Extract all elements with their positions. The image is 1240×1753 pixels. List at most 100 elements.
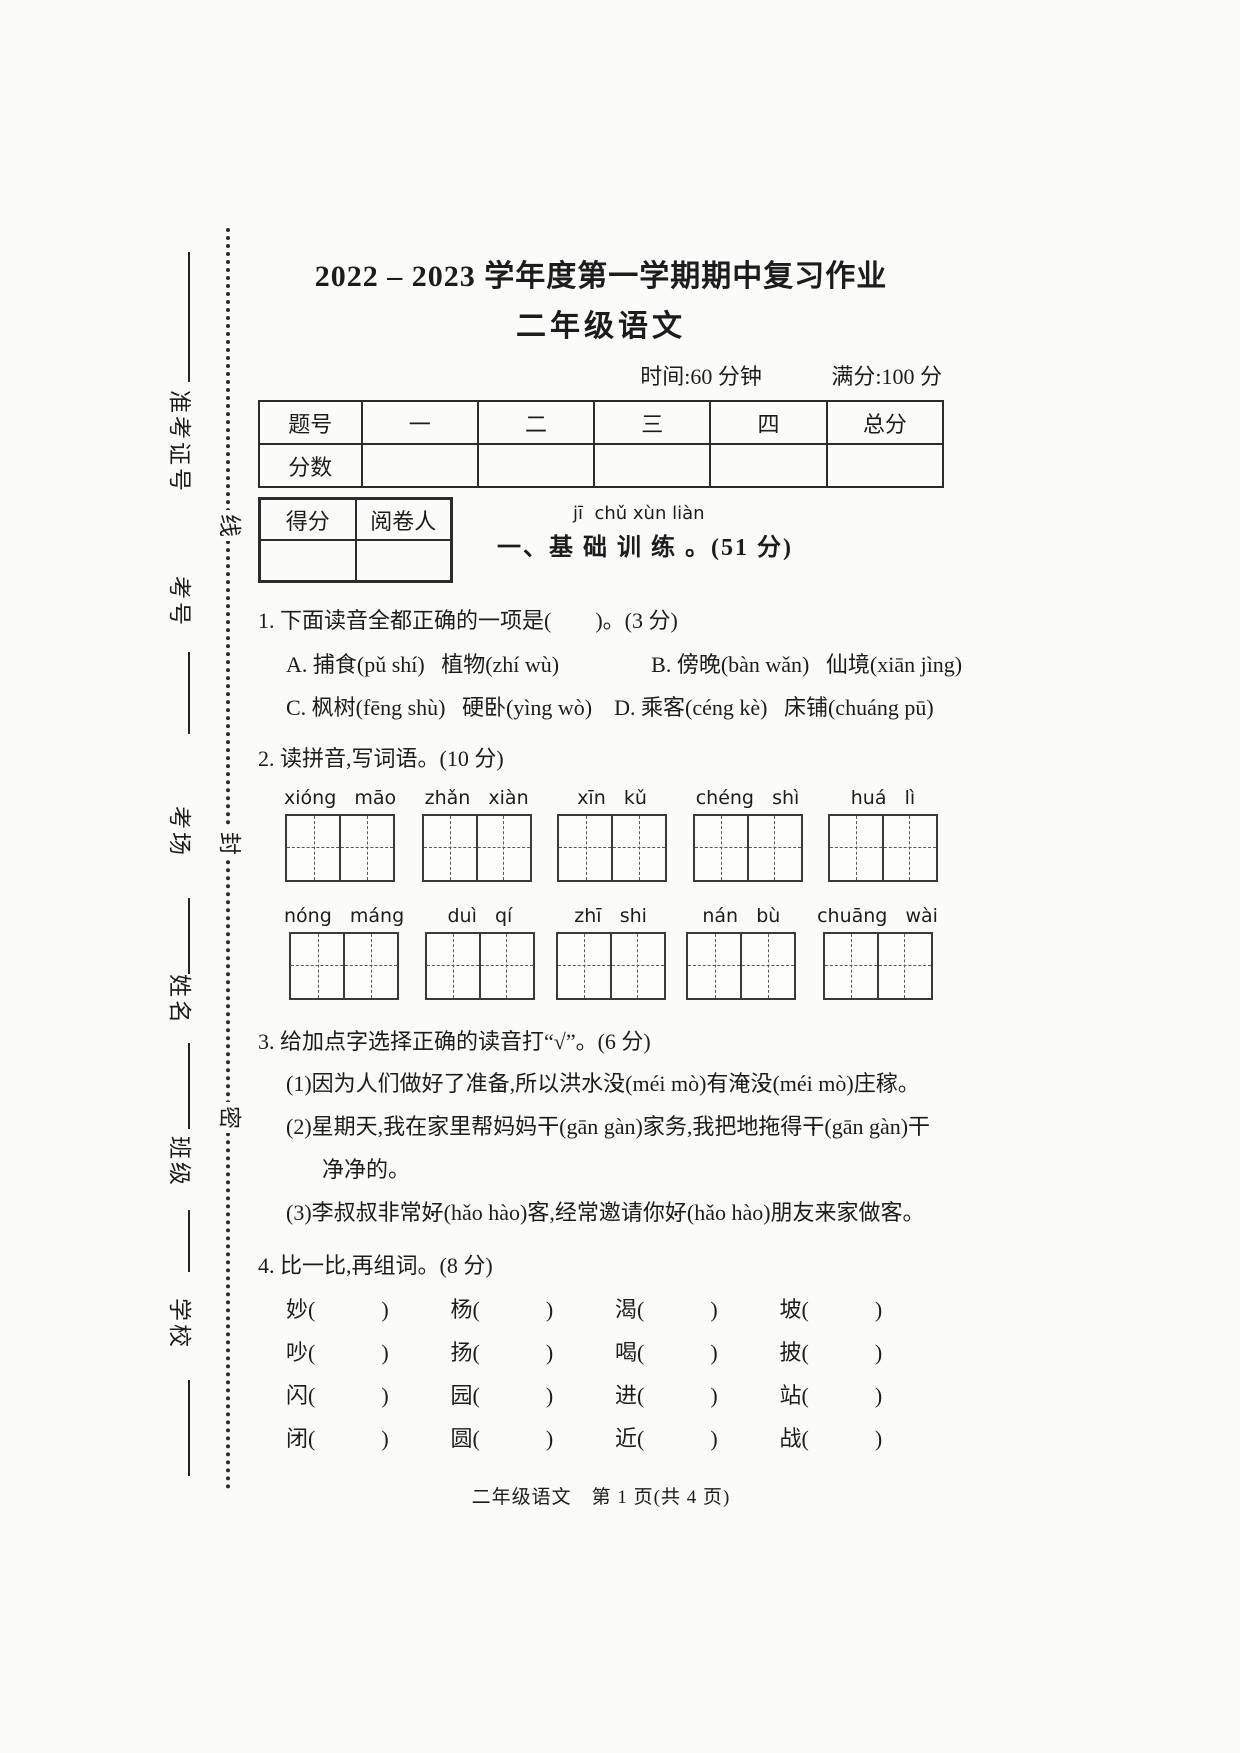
q4-word-blank: 站( ): [779, 1383, 883, 1408]
q4-word-blank: 近( ): [615, 1426, 718, 1451]
emphasized-char: 没: [603, 1071, 625, 1096]
writing-grid: [827, 814, 938, 882]
writing-group: xióng māo: [284, 786, 396, 882]
q4-row: 闭( ) 圆( ) 近( ) 战( ): [258, 1424, 944, 1454]
seal-dotted-line: [226, 228, 230, 1490]
score-table-header-cell: 总分: [825, 400, 945, 445]
score-summary-table: 题号 一 二 三 四 总分 分数: [258, 400, 945, 488]
time-limit: 时间:60 分钟: [640, 364, 762, 389]
exam-content: 2022 – 2023 学年度第一学期期中复习作业 二年级语文 时间:60 分钟…: [258, 0, 962, 1509]
q1-option-d: D. 乘客(céng kè) 床铺(chuáng pū): [614, 695, 934, 720]
writing-grid: [555, 932, 666, 1000]
score-table-header-cell: 四: [709, 400, 828, 445]
section1-title: 一、基 础 训 练 。(51 分): [497, 535, 793, 561]
q4-word-blank: 杨( ): [450, 1297, 554, 1322]
writing-group: xīn kǔ: [557, 786, 668, 882]
fill-in-line: [188, 1043, 190, 1129]
q4-word-blank: 扬( ): [450, 1340, 554, 1365]
emphasized-char: 好: [665, 1200, 687, 1225]
q1-options-ab: A. 捕食(pǔ shí) 植物(zhí wù) B. 傍晚(bàn wǎn) …: [258, 650, 962, 680]
q1-option-b: B. 傍晚(bàn wǎn) 仙境(xiān jìng): [651, 652, 963, 677]
section1-pinyin: jī chǔ xùn liàn: [573, 503, 705, 524]
q1-stem: 1. 下面读音全都正确的一项是( )。(3 分): [258, 608, 678, 633]
writing-group: zhī shi: [555, 904, 666, 1000]
q1-option-a: A. 捕食(pǔ shí) 植物(zhí wù): [286, 652, 560, 677]
table-row: [258, 539, 453, 583]
seal-label-school: 学校: [167, 1298, 192, 1350]
q3-item-1: (1)因为人们做好了准备,所以洪水没(méi mò)有淹没(méi mò)庄稼。: [258, 1067, 944, 1101]
score-table-header-cell: 三: [593, 400, 712, 445]
pinyin-label: zhī shi: [574, 905, 647, 927]
page-subtitle: 二年级语文: [516, 310, 686, 343]
writing-group: zhǎn xiàn: [421, 786, 532, 882]
score-table-header-cell: 一: [360, 400, 479, 445]
writing-group: duì qí: [424, 904, 535, 1000]
score-cell-empty: [476, 443, 596, 488]
page-title: 2022 – 2023 学年度第一学期期中复习作业: [314, 260, 888, 293]
score-cell-empty: [825, 443, 945, 488]
grading-box: 得分 阅卷人: [258, 497, 453, 583]
fill-in-line: [188, 898, 190, 974]
pinyin-label: chuāng wài: [817, 905, 938, 927]
grading-cell-empty: [354, 539, 453, 583]
fill-in-line: [188, 252, 190, 382]
emphasized-char: 干: [802, 1114, 824, 1139]
q4-word-blank: 妙( ): [286, 1297, 389, 1322]
writing-group: nán bù: [686, 904, 797, 1000]
section1-header-row: 得分 阅卷人 jī chǔ xùn liàn 一、基 础 训 练 。(51 分): [258, 497, 944, 583]
writing-grid: [289, 932, 400, 1000]
writing-group: chéng shì: [692, 786, 803, 882]
emphasized-char: 没: [750, 1071, 772, 1096]
q4-word-blank: 喝( ): [615, 1340, 718, 1365]
writing-grid: [421, 814, 532, 882]
table-row: 得分 阅卷人: [258, 497, 453, 541]
score-cell-empty: [360, 443, 479, 488]
q1-options-cd: C. 枫树(fēng shù) 硬卧(yìng wò) D. 乘客(céng k…: [258, 693, 944, 723]
writing-group: huá lì: [827, 786, 938, 882]
section1-heading: jī chǔ xùn liàn 一、基 础 训 练 。(51 分): [497, 497, 793, 562]
q3-stem: 3. 给加点字选择正确的读音打“√”。(6 分): [258, 1029, 651, 1054]
q4-row: 吵( ) 扬( ) 喝( ) 披( ): [258, 1338, 944, 1368]
pinyin-label: zhǎn xiàn: [424, 787, 529, 809]
q4-row: 闪( ) 园( ) 进( ) 站( ): [258, 1381, 944, 1411]
fill-in-line: [188, 1210, 190, 1272]
q2-grid-row2: nóng máng duì qí zhī shi nán bù chuāng w…: [258, 904, 944, 1000]
q4-word-blank: 披( ): [779, 1340, 883, 1365]
pinyin-label: nán bù: [702, 905, 781, 927]
writing-grid: [686, 932, 797, 1000]
q4-stem: 4. 比一比,再组词。(8 分): [258, 1253, 493, 1278]
q4-row: 妙( ) 杨( ) 渴( ) 坡( ): [258, 1295, 944, 1325]
q4-word-blank: 吵( ): [286, 1340, 389, 1365]
grading-score-label: 得分: [258, 497, 357, 541]
q4-word-blank: 闪( ): [286, 1383, 389, 1408]
q1-option-c: C. 枫树(fēng shù) 硬卧(yìng wò): [286, 695, 593, 720]
q4-word-blank: 渴( ): [615, 1297, 718, 1322]
table-row: 分数: [258, 443, 945, 488]
seal-label-exam-number: 考号: [167, 576, 192, 628]
writing-group: nóng máng: [284, 904, 404, 1000]
q4-word-blank: 战( ): [779, 1426, 883, 1451]
writing-group: chuāng wài: [817, 904, 938, 1000]
seal-label-name: 姓名: [167, 974, 192, 1026]
seal-label-admission-ticket: 准考证号: [167, 390, 192, 494]
seal-char-mi: 密: [215, 1102, 249, 1133]
q4-word-blank: 闭( ): [286, 1426, 389, 1451]
score-cell-empty: [709, 443, 828, 488]
q3-item-2-continued: 净净的。: [322, 1157, 411, 1182]
score-row-label: 分数: [258, 443, 363, 488]
seal-label-class: 班级: [167, 1136, 192, 1188]
pinyin-label: xīn kǔ: [577, 787, 647, 809]
writing-grid: [557, 814, 668, 882]
fill-in-line: [188, 652, 190, 734]
seal-char-feng: 封: [215, 828, 249, 859]
q4-word-blank: 园( ): [450, 1383, 554, 1408]
q2-grid-row1: xióng māo zhǎn xiàn xīn kǔ chéng shì huá…: [258, 786, 944, 882]
score-table-header-cell: 题号: [258, 400, 363, 445]
writing-grid: [285, 814, 396, 882]
fill-in-line: [188, 1380, 190, 1476]
score-table-header-cell: 二: [476, 400, 596, 445]
writing-grid: [692, 814, 803, 882]
full-score: 满分:100 分: [831, 364, 942, 389]
emphasized-char: 好: [422, 1200, 444, 1225]
